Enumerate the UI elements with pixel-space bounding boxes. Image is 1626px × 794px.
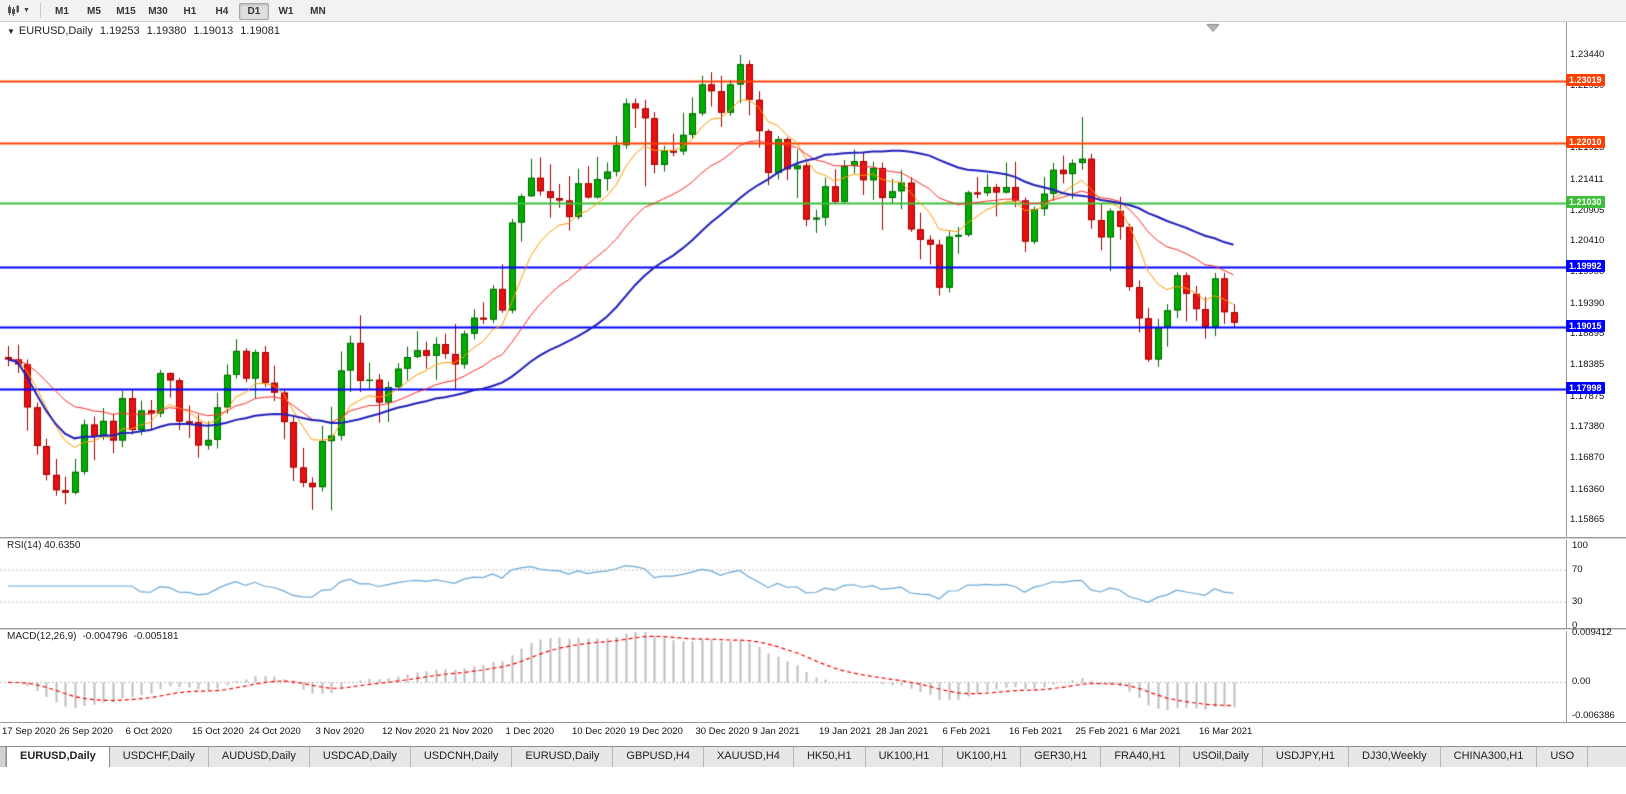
- price-axis-label: 1.21411: [1570, 173, 1604, 185]
- hline-price-badge: 1.21030: [1566, 195, 1605, 208]
- date-label: 17 Sep 2020: [2, 726, 56, 737]
- date-label: 16 Feb 2021: [1009, 726, 1063, 737]
- timeframe-button-m5[interactable]: M5: [86, 6, 101, 17]
- macd-axis-label: 0.009412: [1572, 627, 1612, 638]
- date-label: 9 Jan 2021: [752, 726, 800, 737]
- price-axis-label: 1.19390: [1570, 297, 1605, 309]
- price-axis-label: 1.17380: [1570, 420, 1605, 432]
- chart-tab-hk50-h1[interactable]: HK50,H1: [793, 747, 866, 767]
- chart-collapse-icon[interactable]: ▼: [7, 27, 15, 36]
- rsi-value: 40.6350: [44, 540, 81, 551]
- chart-type-icon[interactable]: [4, 2, 22, 20]
- price-axis-label: 1.18385: [1570, 359, 1605, 371]
- date-label: 12 Nov 2020: [382, 726, 436, 737]
- date-label: 25 Feb 2021: [1075, 726, 1129, 737]
- date-label: 6 Feb 2021: [942, 726, 991, 737]
- date-label: 28 Jan 2021: [876, 726, 929, 737]
- timeframe-button-mn[interactable]: MN: [310, 6, 326, 17]
- macd-splitter[interactable]: [0, 628, 1626, 631]
- price-axis-label: 1.23440: [1570, 49, 1605, 60]
- price-axis-label: 1.20410: [1570, 234, 1605, 246]
- rsi-name: RSI(14): [7, 540, 42, 551]
- macd-main-value: -0.004796: [82, 631, 128, 642]
- chart-tab-eurusd-daily[interactable]: EURUSD,Daily: [512, 747, 614, 767]
- chart-tab-china300-h1[interactable]: CHINA300,H1: [1440, 747, 1538, 767]
- rsi-splitter[interactable]: [0, 537, 1626, 540]
- timeframe-button-w1[interactable]: W1: [278, 6, 294, 17]
- date-label: 19 Dec 2020: [629, 726, 683, 737]
- chart-title-high: 1.19380: [146, 25, 187, 37]
- rsi-axis-label: 70: [1572, 564, 1583, 575]
- macd-name: MACD(12,26,9): [7, 631, 77, 642]
- price-axis-label: 1.16360: [1570, 483, 1605, 495]
- chart-title-open: 1.19253: [99, 25, 140, 37]
- chart-tab-gbpusd-h4[interactable]: GBPUSD,H4: [613, 747, 704, 767]
- price-axis-label: 1.17875: [1570, 390, 1605, 402]
- toolbar: ▼ M1 M5 M15 M30 H1 H4 D1 W1 MN: [0, 0, 1626, 22]
- rsi-indicator-label: RSI(14) 40.6350: [7, 540, 80, 551]
- tab-scroll-strip: [0, 747, 6, 767]
- chart-tab-usoil-daily[interactable]: USOil,Daily: [1179, 747, 1263, 767]
- hline-price-badge: 1.22010: [1566, 135, 1605, 148]
- date-label: 21 Nov 2020: [439, 726, 493, 737]
- chart-tab-eurusd-daily[interactable]: EURUSD,Daily: [6, 747, 110, 767]
- date-label: 30 Dec 2020: [695, 726, 750, 737]
- date-label: 10 Dec 2020: [572, 726, 626, 737]
- chart-tab-uk100-h1[interactable]: UK100,H1: [943, 747, 1022, 767]
- hline-price-badge: 1.19992: [1566, 259, 1605, 272]
- rsi-axis-label: 0: [1572, 620, 1578, 631]
- date-label: 19 Jan 2021: [819, 726, 872, 737]
- price-axis-label: 1.15865: [1570, 513, 1605, 525]
- date-label: 1 Dec 2020: [505, 726, 555, 737]
- chart-tab-uk100-h1[interactable]: UK100,H1: [865, 747, 944, 767]
- date-label: 3 Nov 2020: [315, 726, 365, 737]
- chart-canvas[interactable]: [0, 0, 1626, 746]
- chart-tab-audusd-daily[interactable]: AUDUSD,Daily: [208, 747, 310, 767]
- timeframe-button-d1[interactable]: D1: [238, 3, 269, 20]
- toolbar-separator: [39, 3, 41, 18]
- chart-tab-usdcnh-daily[interactable]: USDCNH,Daily: [410, 747, 513, 767]
- chart-tab-usdchf-daily[interactable]: USDCHF,Daily: [109, 747, 209, 767]
- chart-title-symbol: EURUSD,Daily: [18, 25, 93, 37]
- chart-title-low: 1.19013: [193, 25, 234, 37]
- chart-type-dropdown-icon[interactable]: ▼: [23, 7, 30, 14]
- macd-signal-value: -0.005181: [133, 631, 179, 642]
- chart-tab-uso[interactable]: USO: [1537, 747, 1589, 767]
- chart-tab-ger30-h1[interactable]: GER30,H1: [1021, 747, 1102, 767]
- rsi-axis-label: 30: [1572, 596, 1583, 607]
- macd-indicator-label: MACD(12,26,9) -0.004796 -0.005181: [7, 631, 179, 642]
- price-axis-label: 1.18895: [1570, 327, 1605, 339]
- date-label: 16 Mar 2021: [1199, 726, 1253, 737]
- timeframe-button-m30[interactable]: M30: [148, 6, 168, 17]
- date-label: 26 Sep 2020: [59, 726, 113, 737]
- price-axis-label: 1.19900: [1570, 266, 1605, 278]
- hline-price-badge: 1.19015: [1566, 319, 1605, 332]
- timeframe-button-h1[interactable]: H1: [183, 6, 197, 17]
- date-label: 15 Oct 2020: [192, 726, 244, 737]
- chart-tab-usdjpy-h1[interactable]: USDJPY,H1: [1262, 747, 1350, 767]
- date-label: 6 Mar 2021: [1132, 726, 1181, 737]
- hline-price-badge: 1.17998: [1566, 382, 1605, 395]
- chart-tab-bar: EURUSD,Daily USDCHF,Daily AUDUSD,Daily USDC…: [0, 746, 1626, 767]
- timeframe-toolbar: M1 M5 M15 M30 H1 H4 D1 W1 MN: [46, 1, 334, 20]
- chart-tab-xauusd-h4[interactable]: XAUUSD,H4: [703, 747, 794, 767]
- hline-price-badge: 1.23019: [1566, 73, 1605, 86]
- price-axis-label: 1.16870: [1570, 452, 1605, 464]
- rsi-axis-label: 100: [1572, 540, 1588, 551]
- chart-tab-usdcad-daily[interactable]: USDCAD,Daily: [309, 747, 411, 767]
- chart-title-close: 1.19081: [240, 25, 280, 37]
- date-label: 24 Oct 2020: [249, 726, 301, 737]
- time-axis[interactable]: [0, 722, 1626, 746]
- timeframe-button-m1[interactable]: M1: [54, 6, 69, 17]
- price-axis-label: 1.20905: [1570, 204, 1605, 216]
- macd-axis-label: 0.00: [1572, 676, 1591, 688]
- chart-tab-dj30-weekly[interactable]: DJ30,Weekly: [1349, 747, 1441, 767]
- macd-axis-label: -0.006386: [1572, 709, 1615, 721]
- chart-title: ▼ EURUSD,Daily 1.19253 1.19380 1.19013 1.1908…: [7, 25, 280, 37]
- timeframe-button-m15[interactable]: M15: [116, 6, 136, 17]
- date-label: 6 Oct 2020: [125, 726, 172, 737]
- timeframe-button-h4[interactable]: H4: [215, 6, 229, 17]
- chart-tab-fra40-h1[interactable]: FRA40,H1: [1101, 747, 1180, 767]
